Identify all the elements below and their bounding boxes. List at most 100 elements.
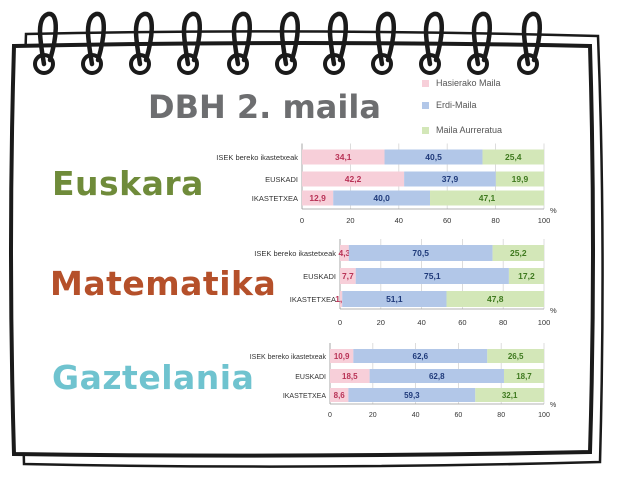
legend-swatch-low bbox=[422, 80, 429, 88]
tick-label: 40 bbox=[395, 216, 403, 225]
data-label: 19,9 bbox=[512, 174, 529, 184]
bar-segment bbox=[475, 388, 544, 402]
data-label: 47,8 bbox=[487, 294, 504, 304]
bar-segment bbox=[342, 291, 447, 307]
legend-item-high: Maila Aurreratua bbox=[422, 125, 502, 135]
tick-label: 0 bbox=[328, 412, 332, 419]
data-label: 12,9 bbox=[309, 193, 326, 203]
tick-label: 60 bbox=[455, 412, 463, 419]
page-title: DBH 2. maila bbox=[148, 88, 381, 126]
ring-wire bbox=[181, 11, 202, 67]
category-label: EUSKADI bbox=[265, 175, 298, 184]
category-label: EUSKADI bbox=[303, 272, 336, 281]
data-label: 51,1 bbox=[386, 294, 403, 304]
ring-wire bbox=[231, 11, 252, 67]
bar-segment bbox=[508, 268, 544, 284]
unit-label: % bbox=[550, 402, 556, 409]
bar-segment bbox=[369, 369, 504, 383]
bar-segment bbox=[302, 190, 334, 206]
data-label: 7,7 bbox=[342, 271, 354, 281]
tick-label: 20 bbox=[346, 216, 354, 225]
bar-segment bbox=[487, 349, 544, 363]
bar-segment bbox=[333, 190, 431, 206]
bar-segment bbox=[404, 171, 496, 187]
data-label: 18,7 bbox=[516, 372, 532, 381]
tick-label: 80 bbox=[491, 216, 499, 225]
bar-segment bbox=[348, 245, 493, 261]
tick-label: 100 bbox=[538, 412, 550, 419]
bar-segment bbox=[302, 171, 405, 187]
category-label: IKASTETXEA bbox=[290, 295, 336, 304]
bar-segment bbox=[330, 388, 349, 402]
legend-item-mid: Erdi-Maila bbox=[422, 100, 477, 110]
data-label: 4,3 bbox=[338, 248, 350, 258]
bar-segment bbox=[340, 268, 356, 284]
unit-label: % bbox=[550, 306, 557, 315]
bar-segment bbox=[330, 369, 370, 383]
data-label: 32,1 bbox=[502, 391, 518, 400]
tick-label: 80 bbox=[497, 412, 505, 419]
ring-wire bbox=[85, 11, 106, 67]
bar-segment bbox=[430, 190, 544, 206]
data-label: 1,1 bbox=[335, 294, 347, 304]
bar-segment bbox=[495, 171, 544, 187]
category-label: ISEK bereko ikastetxeak bbox=[216, 153, 298, 162]
bar-segment bbox=[384, 149, 483, 165]
bar-segment bbox=[355, 268, 509, 284]
data-label: 10,9 bbox=[334, 352, 350, 361]
spiral-rings bbox=[33, 11, 542, 75]
bar-segment bbox=[482, 149, 544, 165]
data-label: 25,4 bbox=[505, 152, 522, 162]
data-label: 34,1 bbox=[335, 152, 352, 162]
data-label: 40,0 bbox=[373, 193, 390, 203]
bar-segment bbox=[330, 349, 354, 363]
ring-wire bbox=[133, 11, 154, 67]
subject-matematika: Matematika bbox=[50, 264, 277, 303]
tick-label: 20 bbox=[369, 412, 377, 419]
ring-wire bbox=[375, 11, 396, 67]
legend-label: Erdi-Maila bbox=[436, 100, 477, 110]
category-label: ISEK bereko ikastetxeak bbox=[250, 354, 327, 361]
legend-label: Maila Aurreratua bbox=[436, 125, 503, 135]
data-label: 62,8 bbox=[429, 372, 445, 381]
bar-segment bbox=[340, 245, 349, 261]
ring-wire bbox=[327, 11, 348, 67]
data-label: 26,5 bbox=[508, 352, 524, 361]
ring-wire bbox=[471, 11, 492, 67]
tick-label: 80 bbox=[499, 318, 507, 327]
legend-label: Hasierako Maila bbox=[436, 78, 501, 88]
bar-segment bbox=[353, 349, 488, 363]
data-label: 40,5 bbox=[425, 152, 442, 162]
tick-label: 40 bbox=[417, 318, 425, 327]
category-label: ISEK bereko ikastetxeak bbox=[254, 249, 336, 258]
tick-label: 40 bbox=[412, 412, 420, 419]
data-label: 18,5 bbox=[342, 372, 358, 381]
ring-wire bbox=[521, 11, 542, 67]
tick-label: 20 bbox=[377, 318, 385, 327]
unit-label: % bbox=[550, 206, 557, 215]
legend-swatch-mid bbox=[422, 102, 429, 110]
data-label: 75,1 bbox=[424, 271, 441, 281]
ring-wire bbox=[423, 11, 444, 67]
data-label: 42,2 bbox=[345, 174, 362, 184]
bar-segment bbox=[348, 388, 476, 402]
tick-label: 60 bbox=[458, 318, 466, 327]
bar-segment bbox=[340, 291, 343, 307]
ring-wire bbox=[279, 11, 300, 67]
data-label: 17,2 bbox=[518, 271, 535, 281]
tick-label: 100 bbox=[538, 216, 551, 225]
legend-swatch-high bbox=[422, 127, 429, 135]
category-label: IKASTETXEA bbox=[283, 393, 327, 400]
ring-wire bbox=[37, 11, 58, 67]
data-label: 37,9 bbox=[442, 174, 459, 184]
bar-segment bbox=[446, 291, 544, 307]
bar-segment bbox=[302, 149, 385, 165]
category-label: IKASTETXEA bbox=[252, 194, 298, 203]
subject-gaztelania: Gaztelania bbox=[52, 358, 255, 397]
tick-label: 100 bbox=[538, 318, 551, 327]
subject-euskara: Euskara bbox=[52, 164, 204, 203]
tick-label: 0 bbox=[338, 318, 342, 327]
